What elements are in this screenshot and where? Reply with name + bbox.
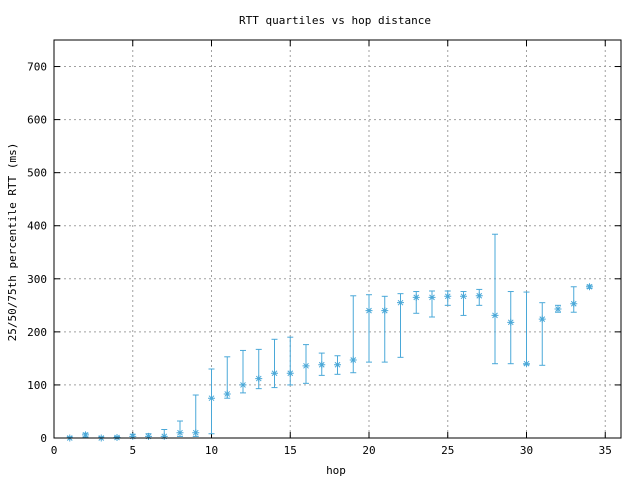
median-marker [113, 433, 121, 441]
median-marker [381, 307, 389, 315]
data-point [570, 286, 578, 313]
median-marker [223, 390, 231, 398]
x-tick-label: 0 [51, 444, 58, 457]
median-marker [334, 361, 341, 369]
data-point [538, 302, 546, 366]
median-marker [176, 429, 184, 437]
y-tick-label: 600 [27, 114, 47, 127]
data-point [475, 288, 483, 306]
data-point [176, 420, 184, 437]
data-point [507, 291, 515, 365]
median-marker [428, 293, 436, 301]
y-axis-label: 25/50/75th percentile RTT (ms) [6, 143, 19, 342]
median-marker [239, 381, 247, 389]
median-marker [145, 432, 152, 440]
chart-title: RTT quartiles vs hop distance [239, 14, 431, 27]
data-point [460, 291, 467, 316]
data-point [286, 336, 294, 386]
median-marker [538, 315, 546, 323]
median-marker [208, 394, 215, 402]
data-point [82, 431, 89, 439]
data-point [523, 291, 530, 368]
x-tick-label: 35 [599, 444, 612, 457]
data-point [586, 283, 593, 291]
median-marker [444, 292, 452, 300]
median-marker [349, 356, 357, 364]
data-point [223, 356, 231, 399]
median-marker [255, 375, 263, 383]
data-point [491, 233, 499, 365]
median-marker [192, 429, 200, 437]
y-tick-label: 500 [27, 167, 47, 180]
data-point [334, 355, 341, 375]
x-tick-label: 5 [129, 444, 136, 457]
median-marker [318, 361, 326, 369]
y-tick-label: 200 [27, 326, 47, 339]
median-marker [397, 299, 404, 307]
data-point [302, 344, 310, 384]
data-point [381, 295, 389, 363]
x-tick-label: 15 [284, 444, 297, 457]
median-marker [491, 311, 499, 319]
data-point [192, 394, 200, 437]
x-tick-label: 10 [205, 444, 218, 457]
data-point [318, 352, 326, 376]
data-point [129, 432, 137, 440]
median-marker [412, 293, 420, 301]
plot-frame [53, 39, 622, 439]
y-tick-label: 300 [27, 273, 47, 286]
y-tick-label: 100 [27, 379, 47, 392]
median-marker [271, 369, 278, 377]
data-point [208, 368, 215, 435]
y-axis-ticks: 0 100 200 300 400 500 600 700 [27, 61, 621, 445]
median-marker [160, 432, 168, 440]
data-point [412, 291, 420, 314]
data-point [365, 294, 373, 363]
median-marker [475, 292, 483, 300]
median-marker [523, 360, 530, 368]
median-marker [302, 362, 310, 370]
median-marker [365, 307, 373, 315]
median-marker [570, 300, 578, 308]
x-axis-ticks: 0 5 10 15 20 25 30 35 [51, 40, 612, 457]
data-point [397, 293, 404, 358]
x-tick-label: 20 [362, 444, 375, 457]
data-point [239, 349, 247, 394]
data-point [255, 348, 263, 390]
data-point [554, 304, 562, 313]
data-point [113, 433, 121, 441]
median-marker [286, 369, 294, 377]
rtt-series [66, 233, 593, 442]
median-marker [460, 292, 467, 300]
x-tick-label: 25 [441, 444, 454, 457]
median-marker [129, 432, 137, 440]
median-marker [82, 431, 89, 439]
data-point [428, 290, 436, 318]
data-point [145, 432, 152, 440]
data-point [349, 295, 357, 374]
median-marker [507, 318, 515, 326]
y-tick-label: 700 [27, 61, 47, 74]
x-tick-label: 30 [520, 444, 533, 457]
median-marker [554, 305, 562, 313]
y-tick-label: 0 [40, 432, 47, 445]
data-point [271, 338, 278, 389]
y-tick-label: 400 [27, 220, 47, 233]
median-marker [586, 283, 593, 291]
x-axis-label: hop [326, 464, 346, 477]
data-point [444, 290, 452, 306]
